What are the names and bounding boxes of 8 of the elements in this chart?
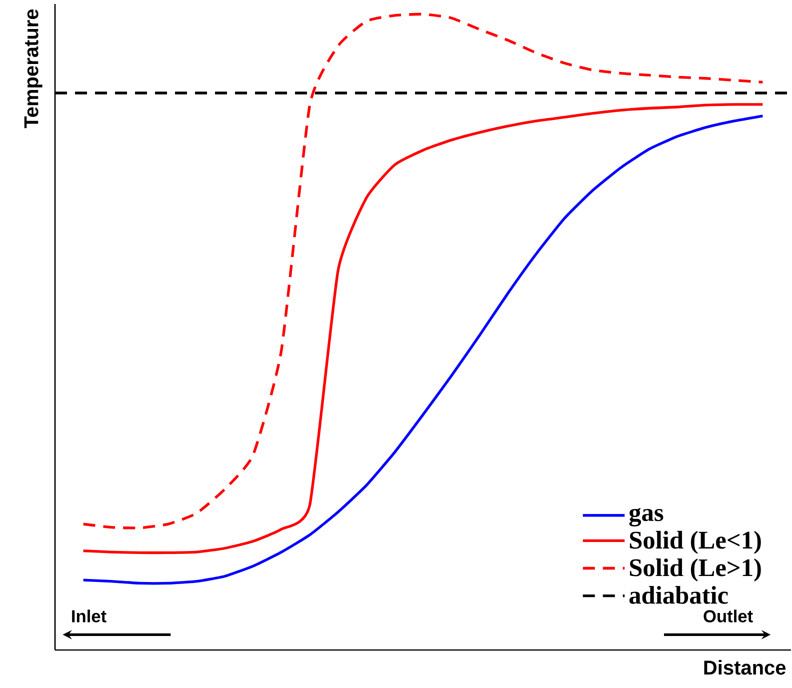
- annotation: Outlet: [704, 610, 753, 622]
- x-axis-title: Distance: [704, 660, 786, 675]
- y-axis-title: Temperature: [24, 9, 42, 128]
- legend-label: gas: [629, 508, 664, 526]
- legend-label: adiabatic: [629, 586, 728, 604]
- annotation: Inlet: [72, 610, 106, 622]
- legend-label: Solid (Le>1): [630, 558, 761, 582]
- legend-label: Solid (Le<1): [630, 530, 761, 554]
